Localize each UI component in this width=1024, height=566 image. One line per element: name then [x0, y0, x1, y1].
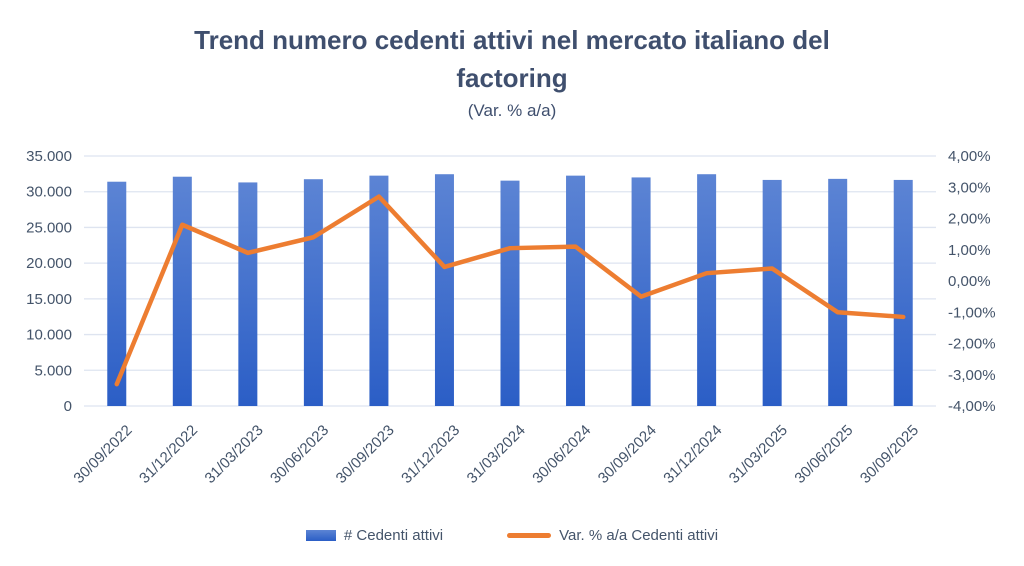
y2-axis-tick-label: -3,00%: [948, 367, 996, 384]
bar-31/12/2023: [434, 174, 454, 406]
legend-label: # Cedenti attivi: [343, 527, 444, 544]
bar-30/09/2024: [631, 177, 651, 406]
legend-item-cedenti-attivi: # Cedenti attivi: [305, 527, 444, 544]
y2-axis-tick-label: -4,00%: [948, 398, 996, 415]
bar-31/12/2024: [697, 174, 717, 406]
trend-line: [114, 194, 906, 387]
bar-30/09/2022: [107, 181, 127, 406]
chart-title-line1: Trend numero cedenti attivi nel mercato …: [194, 25, 830, 55]
x-axis-tick-label: 30/06/2023: [267, 422, 332, 487]
x-axis-tick-label: 30/06/2024: [529, 422, 594, 487]
y-axis-tick-label: 20.000: [26, 255, 72, 272]
y-axis-tick-label: 15.000: [26, 291, 72, 308]
x-axis-tick-label: 31/12/2022: [136, 422, 201, 487]
y-axis-tick-label: 5.000: [34, 362, 72, 379]
y2-axis-tick-label: -1,00%: [948, 304, 996, 321]
bar-30/06/2024: [566, 175, 586, 406]
x-axis-tick-label: 30/09/2025: [857, 422, 922, 487]
y-axis-tick-label: 0: [64, 398, 72, 415]
legend-item-var-pct: Var. % a/a Cedenti attivi: [507, 527, 718, 544]
y2-axis-tick-label: 2,00%: [948, 211, 991, 228]
y-axis-tick-label: 35.000: [26, 148, 72, 165]
bar-30/06/2025: [828, 178, 848, 406]
bar-31/03/2023: [238, 182, 258, 406]
y-axis-tick-label: 30.000: [26, 184, 72, 201]
chart-title-block: Trend numero cedenti attivi nel mercato …: [0, 22, 1024, 124]
bar-31/03/2025: [762, 179, 782, 406]
bar-30/09/2025: [893, 179, 913, 406]
y2-axis-tick-label: 4,00%: [948, 148, 991, 165]
y2-axis-tick-label: 0,00%: [948, 273, 991, 290]
y2-axis-tick-label: 3,00%: [948, 179, 991, 196]
bar-series-swatch-icon: [305, 530, 336, 541]
x-axis-tick-label: 30/09/2022: [70, 422, 135, 487]
x-axis-tick-label: 31/12/2023: [398, 422, 463, 487]
y-axis-tick-label: 10.000: [26, 327, 72, 344]
bar-31/03/2024: [500, 180, 520, 406]
chart-legend: # Cedenti attivi Var. % a/a Cedenti atti…: [0, 527, 1024, 544]
bar-30/06/2023: [303, 179, 323, 406]
chart-title-line2: factoring: [456, 62, 568, 93]
x-axis-tick-label: 30/09/2023: [333, 422, 398, 487]
bar-31/12/2022: [172, 176, 192, 406]
x-axis-tick-label: 31/03/2024: [464, 422, 529, 487]
x-axis-tick-label: 30/06/2025: [791, 422, 856, 487]
y2-axis-tick-label: -2,00%: [948, 336, 996, 353]
y-axis-tick-label: 25.000: [26, 219, 72, 236]
x-axis-tick-label: 31/12/2024: [660, 422, 725, 487]
x-axis-tick-label: 30/09/2024: [595, 422, 660, 487]
x-axis-tick-label: 31/03/2025: [726, 422, 791, 487]
x-axis-tick-label: 31/03/2023: [202, 422, 267, 487]
legend-label: Var. % a/a Cedenti attivi: [559, 527, 719, 544]
line-series-swatch-icon: [507, 533, 552, 538]
bar-30/09/2023: [369, 175, 389, 406]
y2-axis-tick-label: 1,00%: [948, 242, 991, 259]
chart-subtitle: (Var. % a/a): [467, 101, 557, 121]
